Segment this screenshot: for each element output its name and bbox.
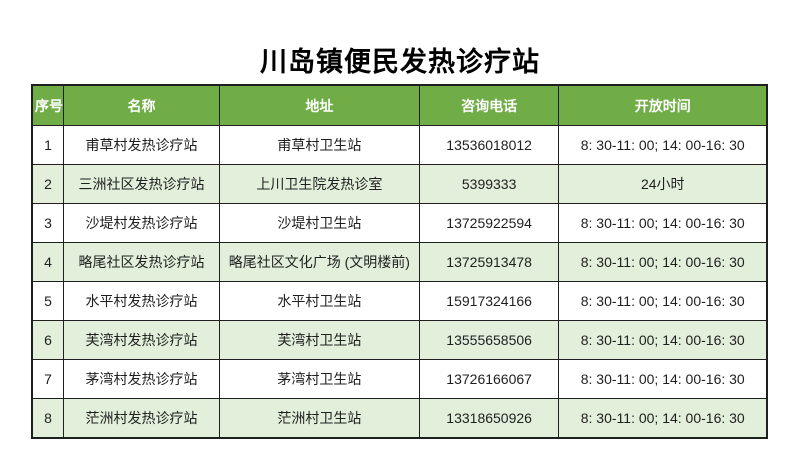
table-row: 5 水平村发热诊疗站 水平村卫生站 15917324166 8: 30-11: 00; … <box>31 281 768 321</box>
cell-phone: 13725913478 <box>418 242 560 282</box>
cell-name: 甫草村发热诊疗站 <box>63 125 220 165</box>
cell-hours: 8: 30-11: 00; 14: 00-16: 30 <box>558 125 768 165</box>
cell-name: 茫洲村发热诊疗站 <box>63 398 220 439</box>
cell-name: 三洲社区发热诊疗站 <box>63 164 220 204</box>
cell-phone: 13726166067 <box>418 359 560 399</box>
header-cell-phone: 咨询电话 <box>418 84 560 126</box>
cell-address: 茫洲村卫生站 <box>218 398 420 439</box>
page-title: 川岛镇便民发热诊疗站 <box>260 47 540 77</box>
cell-no: 3 <box>31 203 65 243</box>
cell-hours: 8: 30-11: 00; 14: 00-16: 30 <box>558 242 768 282</box>
cell-phone: 15917324166 <box>418 281 560 321</box>
cell-hours: 8: 30-11: 00; 14: 00-16: 30 <box>558 398 768 439</box>
cell-phone: 13725922594 <box>418 203 560 243</box>
cell-no: 7 <box>31 359 65 399</box>
cell-address: 茅湾村卫生站 <box>218 359 420 399</box>
header-cell-no: 序号 <box>31 84 65 126</box>
cell-name: 沙堤村发热诊疗站 <box>63 203 220 243</box>
cell-address: 沙堤村卫生站 <box>218 203 420 243</box>
cell-phone: 13555658506 <box>418 320 560 360</box>
fever-clinic-table: 序号 名称 地址 咨询电话 开放时间 1 甫草村发热诊疗站 甫草村卫生站 1353601801… <box>31 84 768 439</box>
cell-hours: 8: 30-11: 00; 14: 00-16: 30 <box>558 320 768 360</box>
table-header-row: 序号 名称 地址 咨询电话 开放时间 <box>31 84 768 126</box>
cell-hours: 24小时 <box>558 164 768 204</box>
cell-phone: 13536018012 <box>418 125 560 165</box>
table-row: 2 三洲社区发热诊疗站 上川卫生院发热诊室 5399333 24小时 <box>31 164 768 204</box>
cell-no: 8 <box>31 398 65 439</box>
cell-name: 茅湾村发热诊疗站 <box>63 359 220 399</box>
table-header: 序号 名称 地址 咨询电话 开放时间 <box>31 84 768 126</box>
table-row: 4 略尾社区发热诊疗站 略尾社区文化广场 (文明楼前) 13725913478 8: 3… <box>31 242 768 282</box>
table-row: 7 茅湾村发热诊疗站 茅湾村卫生站 13726166067 8: 30-11: 00; … <box>31 359 768 399</box>
cell-address: 略尾社区文化广场 (文明楼前) <box>218 242 420 282</box>
cell-no: 4 <box>31 242 65 282</box>
cell-hours: 8: 30-11: 00; 14: 00-16: 30 <box>558 203 768 243</box>
header-cell-address: 地址 <box>218 84 420 126</box>
cell-no: 1 <box>31 125 65 165</box>
cell-name: 略尾社区发热诊疗站 <box>63 242 220 282</box>
cell-address: 上川卫生院发热诊室 <box>218 164 420 204</box>
table-row: 3 沙堤村发热诊疗站 沙堤村卫生站 13725922594 8: 30-11: 00; … <box>31 203 768 243</box>
table-row: 8 茫洲村发热诊疗站 茫洲村卫生站 13318650926 8: 30-11: 00; … <box>31 398 768 439</box>
cell-phone: 5399333 <box>418 164 560 204</box>
cell-name: 芙湾村发热诊疗站 <box>63 320 220 360</box>
cell-address: 水平村卫生站 <box>218 281 420 321</box>
table-row: 1 甫草村发热诊疗站 甫草村卫生站 13536018012 8: 30-11: 00; … <box>31 125 768 165</box>
cell-no: 5 <box>31 281 65 321</box>
cell-no: 2 <box>31 164 65 204</box>
header-cell-name: 名称 <box>63 84 220 126</box>
cell-hours: 8: 30-11: 00; 14: 00-16: 30 <box>558 359 768 399</box>
table-body: 1 甫草村发热诊疗站 甫草村卫生站 13536018012 8: 30-11: 00; … <box>31 125 768 439</box>
cell-address: 芙湾村卫生站 <box>218 320 420 360</box>
cell-name: 水平村发热诊疗站 <box>63 281 220 321</box>
table-row: 6 芙湾村发热诊疗站 芙湾村卫生站 13555658506 8: 30-11: 00; … <box>31 320 768 360</box>
header-cell-hours: 开放时间 <box>558 84 768 126</box>
cell-address: 甫草村卫生站 <box>218 125 420 165</box>
cell-hours: 8: 30-11: 00; 14: 00-16: 30 <box>558 281 768 321</box>
cell-no: 6 <box>31 320 65 360</box>
cell-phone: 13318650926 <box>418 398 560 439</box>
